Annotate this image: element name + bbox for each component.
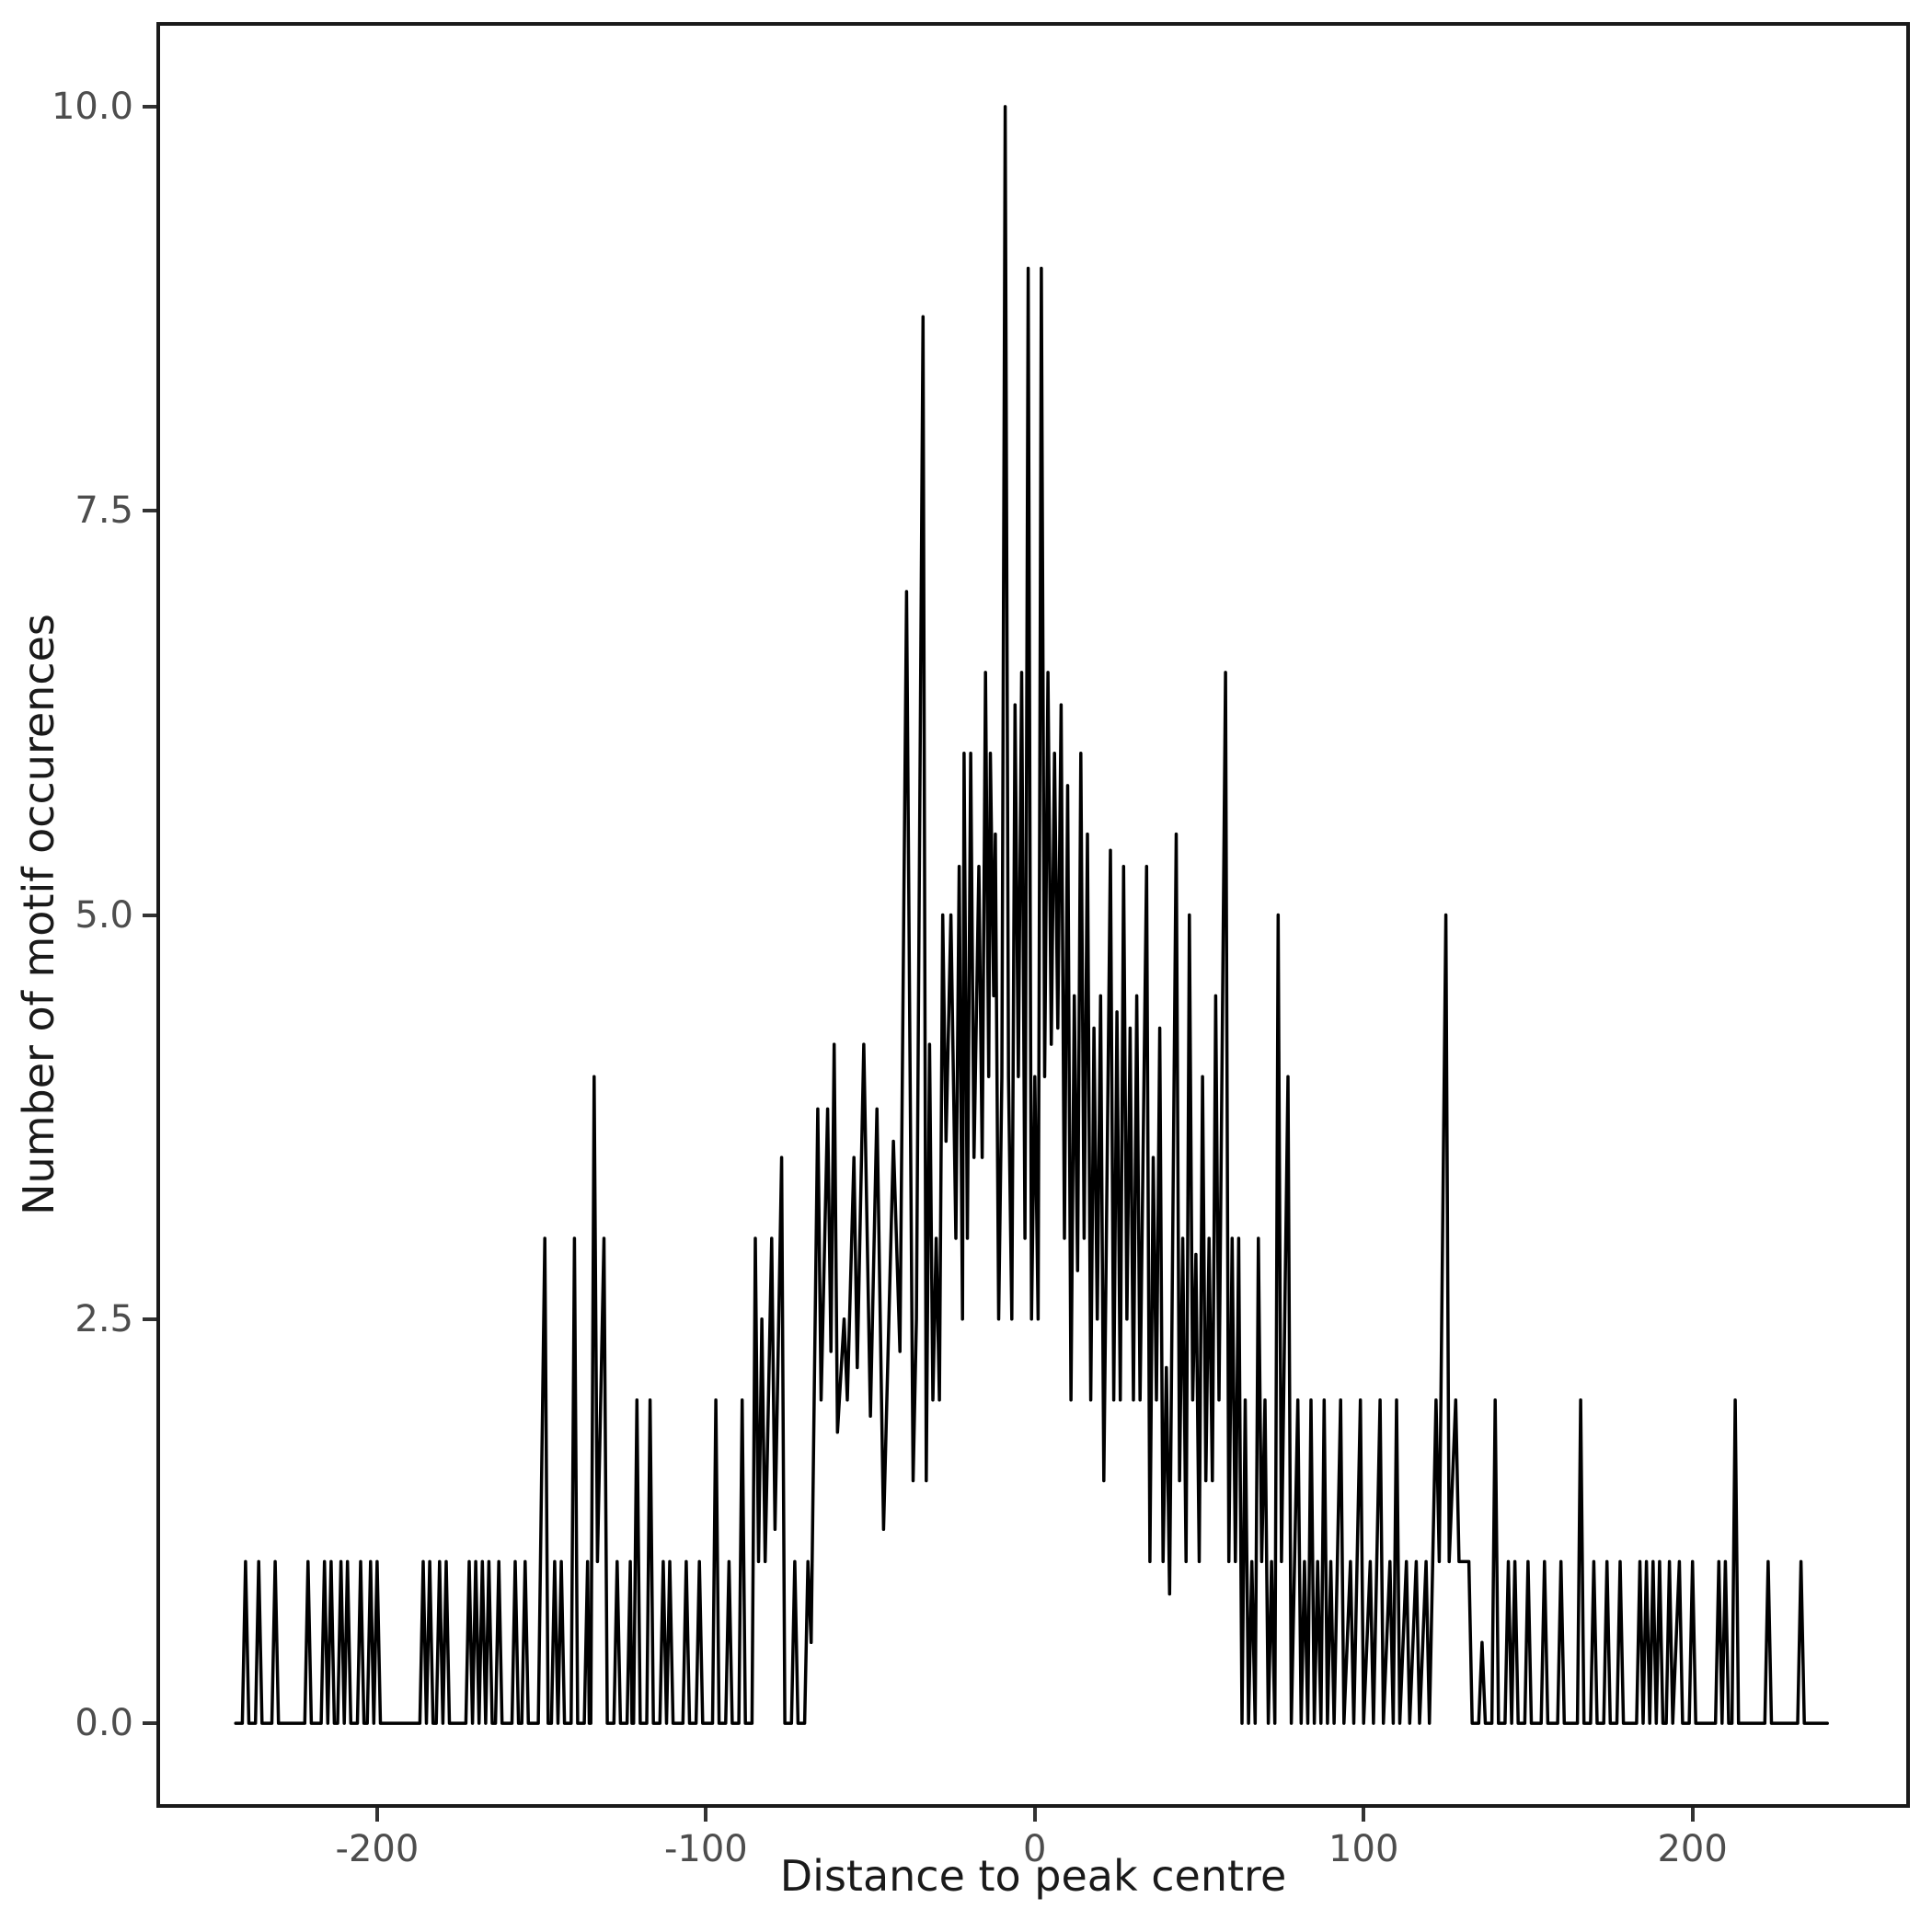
y-axis-tick-label: 7.5	[75, 489, 133, 533]
x-axis-tick-label: 0	[1023, 1828, 1047, 1870]
y-axis-tick-mark	[143, 913, 156, 917]
x-axis-tick-mark	[1362, 1808, 1366, 1822]
x-axis-tick-mark	[704, 1808, 708, 1822]
x-axis-tick-label: 100	[1328, 1828, 1399, 1870]
x-axis-title: Distance to peak centre	[779, 1851, 1287, 1901]
y-axis-title: Number of motif occurences	[14, 614, 63, 1215]
y-axis-tick-mark	[143, 1317, 156, 1321]
x-axis-tick-mark	[1690, 1808, 1695, 1822]
data-line	[234, 105, 1829, 1725]
y-axis-tick-mark	[143, 1721, 156, 1726]
x-axis-tick-mark	[1032, 1808, 1037, 1822]
y-axis-tick-label: 0.0	[75, 1702, 133, 1745]
data-line-svg	[234, 105, 1829, 1725]
x-axis-tick-label: 200	[1657, 1828, 1728, 1870]
x-axis-tick-label: -200	[335, 1828, 420, 1870]
y-axis-tick-label: 5.0	[75, 893, 133, 937]
y-axis-tick-label: 2.5	[75, 1297, 133, 1340]
x-axis-tick-label: -100	[663, 1828, 748, 1870]
y-axis-tick-label: 10.0	[51, 85, 133, 128]
plot-panel	[156, 22, 1910, 1808]
x-axis-tick-mark	[374, 1808, 379, 1822]
y-axis-tick-mark	[143, 104, 156, 109]
y-axis-tick-mark	[143, 509, 156, 513]
